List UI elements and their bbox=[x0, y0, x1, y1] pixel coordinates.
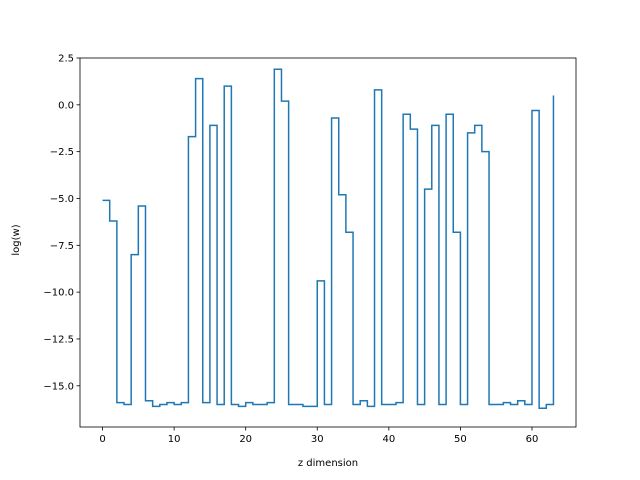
x-tick-label: 60 bbox=[526, 434, 539, 445]
y-tick-label: −10.0 bbox=[43, 288, 74, 299]
x-tick-label: 20 bbox=[239, 434, 252, 445]
y-tick-label: −5.0 bbox=[50, 194, 74, 205]
plot-area bbox=[79, 57, 577, 428]
y-tick-label: −12.5 bbox=[43, 334, 74, 345]
axes-frame bbox=[79, 57, 577, 428]
y-axis-label: log(w) bbox=[11, 224, 22, 255]
y-tick-label: −2.5 bbox=[50, 147, 74, 158]
x-axis-label: z dimension bbox=[298, 458, 358, 469]
y-tick-label: 2.5 bbox=[58, 54, 74, 65]
x-tick-label: 40 bbox=[382, 434, 395, 445]
x-tick-label: 30 bbox=[311, 434, 324, 445]
y-tick-label: −15.0 bbox=[43, 381, 74, 392]
x-tick-label: 10 bbox=[168, 434, 181, 445]
x-tick-label: 0 bbox=[99, 434, 105, 445]
y-tick-label: −7.5 bbox=[50, 241, 74, 252]
series-line-0 bbox=[102, 68, 555, 410]
x-tick-label: 50 bbox=[454, 434, 467, 445]
y-axis: 2.5 0.0 −2.5 −5.0 −7.5 −10.0 −12.5 −15.0 bbox=[43, 54, 80, 392]
y-tick-label: 0.0 bbox=[58, 100, 74, 111]
x-axis: 0 10 20 30 40 50 60 bbox=[99, 427, 538, 445]
